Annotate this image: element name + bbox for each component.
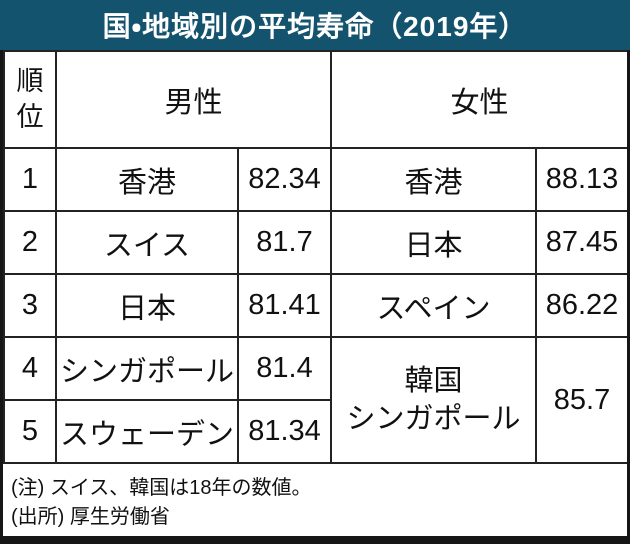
table-row-4: 4 シンガポール 81.4 韓国 シンガポール 85.7 — [3, 336, 627, 464]
rank-cell: 3 — [3, 273, 57, 338]
table-row-2: 2 スイス 81.7 日本 87.45 — [3, 210, 627, 275]
female-column-header: 女性 — [330, 50, 627, 149]
male-country-cell: スウェーデン — [55, 399, 239, 464]
female-country-cell: 日本 — [330, 210, 538, 275]
table-frame: 順位 男性 女性 1 香港 82.34 香港 88.13 2 スイス 81.7 — [0, 50, 630, 544]
female-merged-country-line2: シンガポール — [346, 403, 521, 435]
female-country-cell: 香港 — [330, 147, 538, 212]
rank-cell: 2 — [3, 210, 57, 275]
table-row-1: 1 香港 82.34 香港 88.13 — [3, 147, 627, 212]
male-value-cell: 81.4 — [236, 336, 333, 401]
male-value-cell: 82.34 — [236, 147, 333, 212]
rank-cell: 5 — [3, 399, 57, 464]
female-value-cell: 88.13 — [535, 147, 627, 212]
table-header-row: 順位 男性 女性 — [3, 50, 627, 149]
table-row-3: 3 日本 81.41 スペイン 86.22 — [3, 273, 627, 338]
female-value-cell-merged: 85.7 — [535, 336, 627, 464]
male-value-cell: 81.34 — [236, 399, 333, 464]
source-line: (出所) 厚生労働省 — [11, 505, 170, 528]
rank-column-header: 順位 — [3, 50, 57, 149]
female-value-cell: 86.22 — [535, 273, 627, 338]
rank-header-label: 順位 — [16, 66, 44, 132]
life-expectancy-table: 順位 男性 女性 1 香港 82.34 香港 88.13 2 スイス 81.7 — [3, 50, 627, 464]
notes-section: (注) スイス、韓国は18年の数値。 (出所) 厚生労働省 — [3, 464, 627, 536]
male-country-cell: シンガポール — [55, 336, 239, 401]
note-line: (注) スイス、韓国は18年の数値。 — [11, 476, 312, 499]
male-country-cell: スイス — [55, 210, 239, 275]
female-country-cell-merged: 韓国 シンガポール — [330, 336, 538, 464]
rank-cell: 1 — [3, 147, 57, 212]
table-row-5: 5 スウェーデン 81.34 — [3, 399, 627, 464]
chart-title: 国・地域別の平均寿命（2019年） — [102, 11, 528, 42]
male-column-header: 男性 — [54, 50, 333, 149]
male-country-cell: 香港 — [55, 147, 239, 212]
title-bar: 国・地域別の平均寿命（2019年） — [0, 0, 630, 50]
rank-cell: 4 — [3, 336, 57, 401]
female-value-cell: 87.45 — [535, 210, 627, 275]
male-country-cell: 日本 — [55, 273, 239, 338]
male-value-cell: 81.7 — [236, 210, 333, 275]
female-merged-country-line1: 韓国 — [404, 364, 463, 397]
male-value-cell: 81.41 — [236, 273, 333, 338]
female-country-cell: スペイン — [330, 273, 538, 338]
